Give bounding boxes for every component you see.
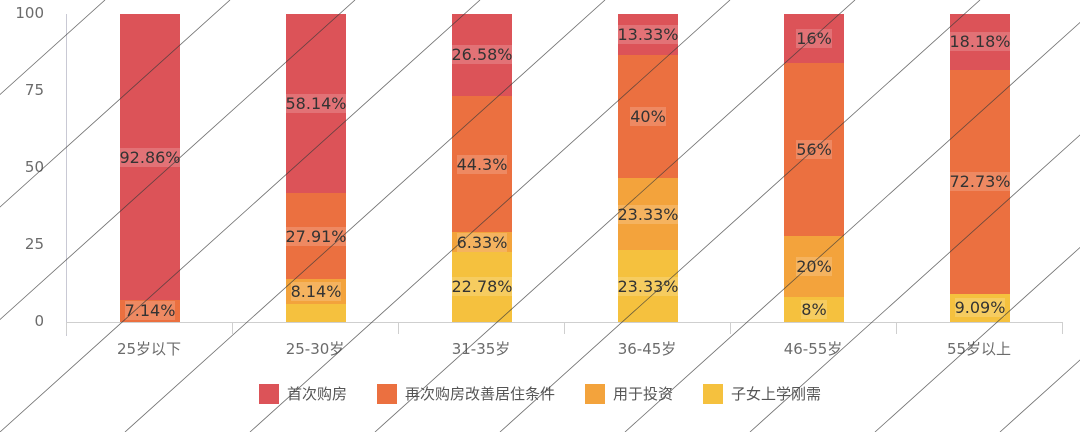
legend-swatch-icon xyxy=(703,383,724,404)
data-label: 56% xyxy=(796,140,832,159)
bar-segment[interactable]: 22.78% xyxy=(451,251,513,322)
legend-item[interactable]: 首次购房 xyxy=(258,383,347,404)
bar-segment[interactable]: 27.91% xyxy=(285,193,347,280)
legend: 首次购房 再次购房改善居住条件 用于投资 子女上学刚需 xyxy=(0,383,1080,404)
data-label: 23.33% xyxy=(617,204,679,224)
legend-swatch-icon xyxy=(585,383,605,404)
data-label: 72.73% xyxy=(949,172,1011,192)
bar-segment[interactable]: 8% xyxy=(784,297,844,322)
data-label: 58.14% xyxy=(285,94,347,114)
data-label: 27.91% xyxy=(285,226,347,246)
bar-segment[interactable]: 56% xyxy=(784,63,844,236)
bar-segment[interactable]: 16% xyxy=(784,14,844,64)
data-label: 26.58% xyxy=(451,45,513,65)
x-tick-mark xyxy=(896,322,897,334)
bar-segment[interactable]: 13.33% xyxy=(617,14,679,56)
y-tick-label: 0 xyxy=(34,312,44,330)
legend-item[interactable]: 子女上学刚需 xyxy=(703,383,821,404)
bar-segment[interactable]: 44.3% xyxy=(452,95,512,233)
x-tick-mark xyxy=(1062,322,1063,334)
bar-segment[interactable]: 20% xyxy=(784,235,844,298)
x-tick-label: 31-35岁 xyxy=(451,340,511,358)
bar-segment[interactable]: 7.14% xyxy=(120,300,180,322)
x-tick-mark xyxy=(564,322,565,334)
x-tick-mark xyxy=(232,322,233,334)
y-tick-label: 25 xyxy=(24,235,44,253)
bar-1[interactable]: 7.14% 92.86% xyxy=(119,14,181,322)
data-label: 44.3% xyxy=(456,154,508,174)
data-label: 92.86% xyxy=(119,147,181,167)
legend-swatch-icon xyxy=(258,383,279,404)
data-label: 20% xyxy=(796,257,832,277)
data-label: 16% xyxy=(796,29,832,49)
data-label: 13.33% xyxy=(617,25,679,45)
y-tick-label: 50 xyxy=(24,158,44,176)
bar-segment[interactable]: 9.09% xyxy=(950,294,1010,322)
x-tick-mark xyxy=(730,322,731,334)
bar-segment[interactable] xyxy=(286,304,346,322)
x-tick-label: 36-45岁 xyxy=(617,340,677,358)
data-label: 23.33% xyxy=(617,276,679,296)
bar-segment[interactable]: 8.14% xyxy=(286,279,346,305)
legend-item[interactable]: 再次购房改善居住条件 xyxy=(376,383,555,404)
bar-segment[interactable]: 26.58% xyxy=(451,14,513,96)
x-tick-label: 25岁以下 xyxy=(116,340,182,358)
data-label: 8.14% xyxy=(290,282,342,302)
bar-segment[interactable]: 18.18% xyxy=(949,14,1011,70)
legend-label: 再次购房改善居住条件 xyxy=(404,385,555,403)
legend-label: 子女上学刚需 xyxy=(731,385,822,403)
bar-segment[interactable]: 6.33% xyxy=(452,232,512,252)
bar-segment[interactable]: 40% xyxy=(618,55,678,179)
bar-2[interactable]: 8.14% 27.91% 58.14% xyxy=(285,14,347,322)
y-axis-line xyxy=(66,14,67,336)
bar-4[interactable]: 23.33% 23.33% 40% 13.33% xyxy=(617,14,679,322)
data-label: 7.14% xyxy=(124,301,176,321)
bar-5[interactable]: 8% 20% 56% 16% xyxy=(784,14,844,322)
bar-segment[interactable]: 23.33% xyxy=(617,250,679,322)
legend-label: 首次购房 xyxy=(286,385,347,403)
bar-6[interactable]: 9.09% 72.73% 18.18% xyxy=(949,14,1011,322)
x-tick-mark xyxy=(66,322,67,334)
bar-segment[interactable]: 72.73% xyxy=(949,69,1011,294)
legend-label: 用于投资 xyxy=(613,385,674,403)
data-label: 6.33% xyxy=(456,232,508,252)
x-tick-label: 25-30岁 xyxy=(285,340,345,358)
bar-3[interactable]: 22.78% 6.33% 44.3% 26.58% xyxy=(451,14,513,322)
data-label: 18.18% xyxy=(949,32,1011,52)
x-tick-label: 46-55岁 xyxy=(783,340,843,358)
bar-segment[interactable]: 92.86% xyxy=(119,14,181,300)
legend-item[interactable]: 用于投资 xyxy=(585,383,673,404)
bar-segment[interactable]: 23.33% xyxy=(617,178,679,251)
y-tick-label: 100 xyxy=(15,4,44,22)
data-label: 40% xyxy=(630,107,666,127)
data-label: 8% xyxy=(801,300,827,320)
data-label: 9.09% xyxy=(954,298,1006,318)
x-tick-label: 55岁以上 xyxy=(946,340,1012,358)
y-tick-label: 75 xyxy=(24,81,44,99)
x-tick-mark xyxy=(398,322,399,334)
legend-swatch-icon xyxy=(376,383,397,404)
data-label: 22.78% xyxy=(451,277,513,297)
bar-segment[interactable]: 58.14% xyxy=(285,14,347,194)
